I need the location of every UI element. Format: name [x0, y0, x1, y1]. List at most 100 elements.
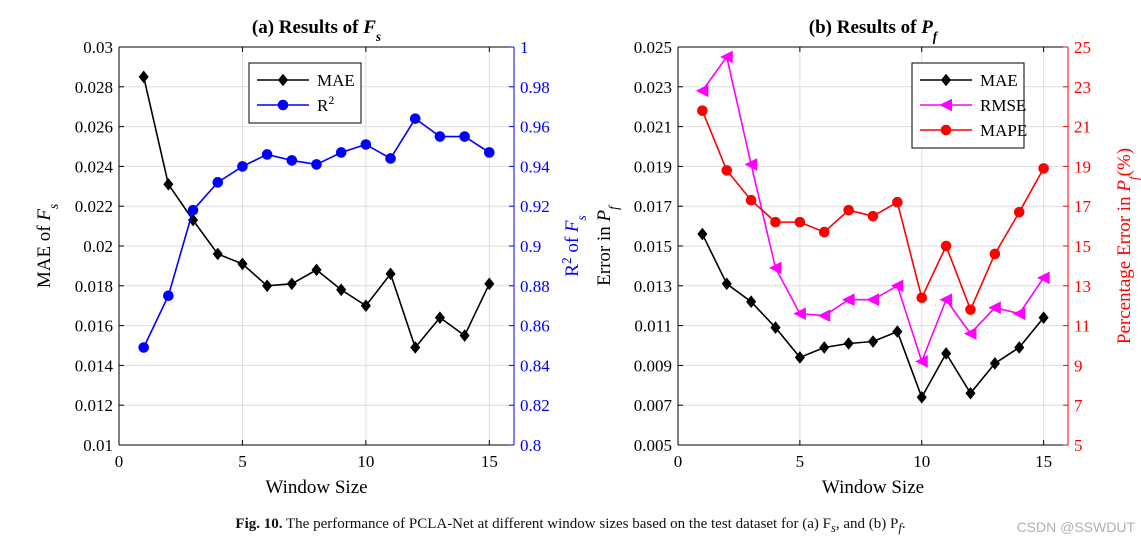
y2-tick-label: 9	[1074, 356, 1083, 375]
data-point-mae	[459, 329, 470, 342]
legend-marker-rmse	[939, 98, 952, 112]
legend-box	[248, 62, 362, 124]
data-point-mae	[965, 386, 976, 400]
data-point-mae	[262, 279, 273, 293]
data-point-r	[484, 147, 495, 158]
legend-marker-mape	[940, 124, 952, 136]
data-point-mae	[360, 299, 371, 313]
y2-tick-label: 1	[520, 38, 529, 57]
y-tick-label: 0.014	[75, 356, 114, 375]
x-tick-label: 15	[1035, 452, 1052, 471]
legend-marker-mae	[940, 73, 952, 87]
figure: 0 5 10 150.010.0120.0140.0160.0180.020.0220…	[34, 17, 1141, 498]
data-point-r	[138, 342, 149, 353]
data-point-mae	[385, 267, 396, 281]
y-tick-label: 0.007	[634, 396, 673, 415]
y2-tick-label: 0.9	[520, 237, 541, 256]
data-point-rmse	[793, 307, 806, 320]
legend-marker-r	[277, 99, 289, 111]
data-point-r	[360, 139, 372, 150]
y-tick-label: 0.01	[83, 436, 113, 455]
legend-marker-mae	[277, 73, 289, 87]
y-tick-label: 0.011	[634, 317, 672, 336]
data-point-r	[409, 113, 421, 124]
data-point-mape	[916, 292, 928, 304]
data-point-mae	[311, 263, 322, 277]
data-point-mape	[1013, 206, 1025, 218]
y-tick-label: 0.018	[75, 277, 113, 296]
caption-end: .	[901, 516, 906, 532]
y-tick-label: 0.005	[634, 436, 672, 455]
data-point-mae	[237, 257, 248, 271]
y2-tick-label: 25	[1074, 38, 1091, 57]
data-point-rmse	[744, 158, 758, 171]
x-axis-label: Window Size	[822, 477, 924, 498]
data-point-mae	[941, 347, 952, 360]
data-point-r	[187, 204, 199, 216]
x-tick-label: 0	[674, 452, 683, 471]
y-tick-label: 0.026	[75, 118, 113, 137]
y-tick-label: 0.022	[75, 197, 113, 216]
data-point-r	[434, 131, 446, 142]
legend-label-rmse: RMSE	[980, 96, 1026, 115]
y2-axis-label: R2 of Fs	[559, 215, 589, 276]
chart-title: (b) Results of Pf	[809, 17, 939, 44]
data-point-rmse	[695, 84, 709, 98]
data-point-r	[385, 153, 396, 164]
data-point-mape	[940, 240, 952, 252]
legend: MAE RMSE MAPE	[911, 62, 1027, 149]
data-point-mae	[794, 351, 805, 364]
data-point-r	[261, 149, 273, 160]
y-tick-label: 0.024	[75, 157, 114, 176]
y-tick-label: 0.013	[634, 277, 672, 296]
y2-tick-label: 0.84	[520, 356, 550, 375]
x-tick-label: 15	[481, 452, 498, 471]
legend-label-mape: MAPE	[980, 121, 1027, 140]
data-point-rmse	[890, 279, 904, 293]
y2-tick-label: 0.94	[520, 157, 550, 176]
data-point-mape	[721, 165, 733, 176]
data-point-mape	[697, 105, 708, 116]
figure-caption: Fig. 10. The performance of PCLA-Net at …	[0, 516, 1141, 536]
y-tick-label: 0.012	[75, 396, 113, 415]
data-point-mape	[843, 204, 854, 216]
y2-tick-label: 11	[1074, 317, 1090, 336]
data-point-mae	[163, 178, 174, 191]
data-point-rmse	[1012, 307, 1026, 320]
y-tick-label: 0.017	[634, 197, 673, 216]
data-point-mape	[867, 210, 879, 222]
chart-panel-a: 0 5 10 15 0.01 0.012 0.014 0.016 0.018 0.02 0.022 0…	[34, 17, 589, 498]
data-point-mae	[721, 277, 732, 291]
data-point-mae	[1014, 341, 1025, 354]
data-point-r	[311, 159, 322, 170]
data-point-mae	[867, 335, 879, 348]
caption-sub-f: f	[898, 521, 902, 535]
x-tick-label: 10	[357, 452, 374, 471]
x-tick-label: 5	[238, 452, 247, 471]
y-tick-label: 0.019	[634, 157, 672, 176]
y-tick-label: 0.016	[75, 317, 113, 336]
y2-tick-label: 21	[1074, 118, 1091, 137]
data-point-rmse	[963, 327, 977, 340]
y2-axis-label: Percentage Error in Pf(%)	[1114, 148, 1141, 344]
y2-tick-label: 0.82	[520, 396, 550, 415]
y-tick-label: 0.023	[634, 78, 672, 97]
data-point-rmse	[866, 293, 879, 307]
data-point-rmse	[988, 301, 1001, 314]
caption-mid: , and (b) P	[835, 516, 899, 532]
data-point-mae	[336, 283, 347, 297]
y-tick-label: 0.02	[83, 237, 113, 256]
caption-sub-s: s	[830, 521, 836, 535]
data-point-mae	[434, 311, 445, 324]
data-point-rmse	[1037, 271, 1050, 285]
x-tick-label: 5	[796, 452, 805, 471]
data-point-mae	[746, 295, 757, 309]
y2-tick-label: 19	[1074, 157, 1091, 176]
y2-tick-label: 15	[1074, 237, 1091, 256]
data-point-mape	[794, 216, 806, 228]
legend-label-mae: MAE	[980, 71, 1018, 90]
data-point-r	[459, 131, 470, 142]
data-point-mae	[843, 337, 854, 350]
data-point-mape	[965, 304, 976, 315]
data-point-rmse	[817, 309, 831, 322]
